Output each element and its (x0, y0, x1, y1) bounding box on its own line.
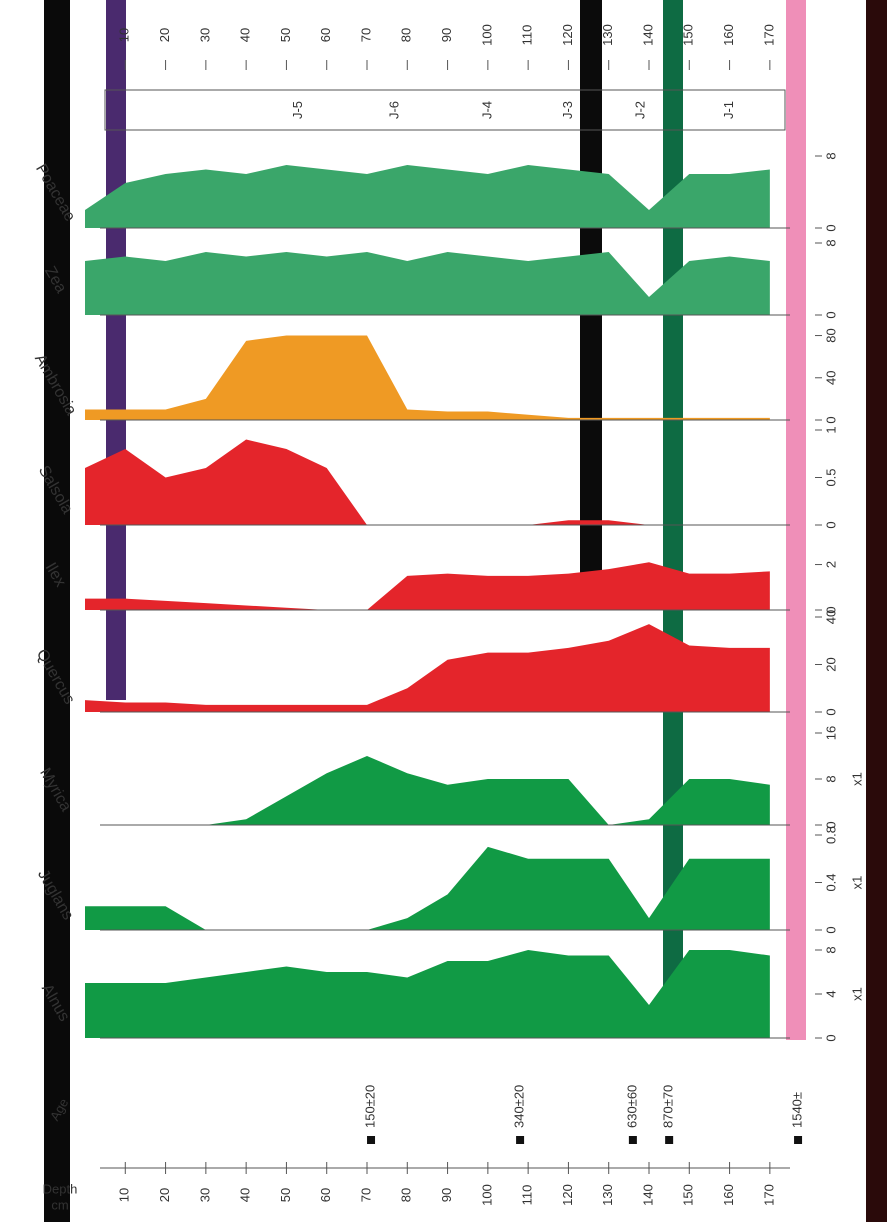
top-depth-tick-label: 120 (560, 24, 575, 46)
top-depth-tick-label: 100 (479, 24, 494, 46)
y-tick-label: 8 (823, 152, 838, 159)
y-tick-label: 0 (823, 521, 838, 528)
y-tick-label: 0.5 (823, 468, 838, 486)
y-tick-label: 0 (823, 311, 838, 318)
y-tick-label: 0 (823, 708, 838, 715)
top-depth-tick-label: 150 (681, 24, 696, 46)
depth-tick-label: 140 (640, 1184, 655, 1206)
depth-tick-label: 80 (399, 1188, 414, 1202)
y-tick-label: 80 (823, 328, 838, 342)
y-tick-label: 8 (823, 775, 838, 782)
top-depth-tick-label: 130 (600, 24, 615, 46)
top-depth-tick-label: 140 (640, 24, 655, 46)
top-depth-tick-label: 90 (439, 28, 454, 42)
depth-title: Depth (43, 1181, 78, 1196)
zone-label: J-3 (560, 101, 575, 119)
y-tick-label: 4 (823, 990, 838, 997)
top-depth-tick-label: 170 (761, 24, 776, 46)
date-label: 630±60 (624, 1085, 639, 1128)
top-depth-tick-label: 40 (238, 28, 253, 42)
y-tick-label: 8 (823, 239, 838, 246)
depth-unit: cm (51, 1197, 68, 1212)
scale-label: x1 (849, 772, 864, 786)
zone-label: J-5 (290, 101, 305, 119)
top-depth-tick-label: 50 (278, 28, 293, 42)
y-tick-label: 0 (823, 224, 838, 231)
date-marker (516, 1136, 524, 1144)
depth-tick-label: 100 (479, 1184, 494, 1206)
date-marker (665, 1136, 673, 1144)
y-tick-label: 8 (823, 946, 838, 953)
depth-tick-label: 10 (117, 1188, 132, 1202)
y-tick-label: 0 (823, 606, 838, 613)
zone-label: J-1 (721, 101, 736, 119)
depth-tick-label: 90 (439, 1188, 454, 1202)
zone-label: J-4 (479, 101, 494, 119)
depth-tick-label: 60 (318, 1188, 333, 1202)
depth-tick-label: 40 (238, 1188, 253, 1202)
area (85, 624, 770, 712)
scale-label: x1 (849, 987, 864, 1001)
depth-tick-label: 160 (721, 1184, 736, 1206)
y-tick-label: 0 (823, 926, 838, 933)
y-tick-label: 0 (823, 821, 838, 828)
date-marker (794, 1136, 802, 1144)
date-label: 150±20 (362, 1085, 377, 1128)
zone-label: J-2 (632, 101, 647, 119)
glitch-bar (106, 0, 126, 700)
depth-tick-label: 170 (761, 1184, 776, 1206)
y-tick-label: 16 (823, 726, 838, 740)
y-tick-label: 0 (823, 416, 838, 423)
top-depth-tick-label: 30 (197, 28, 212, 42)
date-label: 870±70 (661, 1085, 676, 1128)
depth-tick-label: 20 (157, 1188, 172, 1202)
glitch-bar (786, 0, 806, 1040)
glitch-bar (663, 0, 683, 1010)
depth-tick-label: 150 (681, 1184, 696, 1206)
pollen-diagram: Depth cm Age 101020203030404050506060707… (0, 0, 887, 1222)
depth-tick-label: 130 (600, 1184, 615, 1206)
top-depth-tick-label: 60 (318, 28, 333, 42)
top-depth-tick-label: 70 (358, 28, 373, 42)
top-depth-tick-label: 110 (520, 25, 535, 46)
date-label: 340±20 (512, 1085, 527, 1128)
date-label: 1540± (789, 1092, 804, 1128)
y-tick-label: 2 (823, 561, 838, 568)
depth-tick-label: 110 (520, 1185, 535, 1206)
y-tick-label: 40 (823, 371, 838, 385)
depth-tick-label: 50 (278, 1188, 293, 1202)
area (85, 562, 770, 610)
date-marker (629, 1136, 637, 1144)
depth-tick-label: 30 (197, 1188, 212, 1202)
scale-label: x1 (849, 876, 864, 890)
depth-tick-label: 70 (358, 1188, 373, 1202)
depth-tick-label: 120 (560, 1184, 575, 1206)
top-depth-tick-label: 20 (157, 28, 172, 42)
top-depth-tick-label: 80 (399, 28, 414, 42)
zone-label: J-6 (387, 101, 402, 119)
y-tick-label: 0.4 (823, 873, 838, 891)
glitch-bar (866, 0, 887, 1222)
y-tick-label: 0 (823, 1034, 838, 1041)
y-tick-label: 1 (823, 426, 838, 433)
top-depth-tick-label: 10 (117, 28, 132, 42)
top-depth-tick-label: 160 (721, 24, 736, 46)
date-marker (367, 1136, 375, 1144)
y-tick-label: 20 (823, 657, 838, 671)
